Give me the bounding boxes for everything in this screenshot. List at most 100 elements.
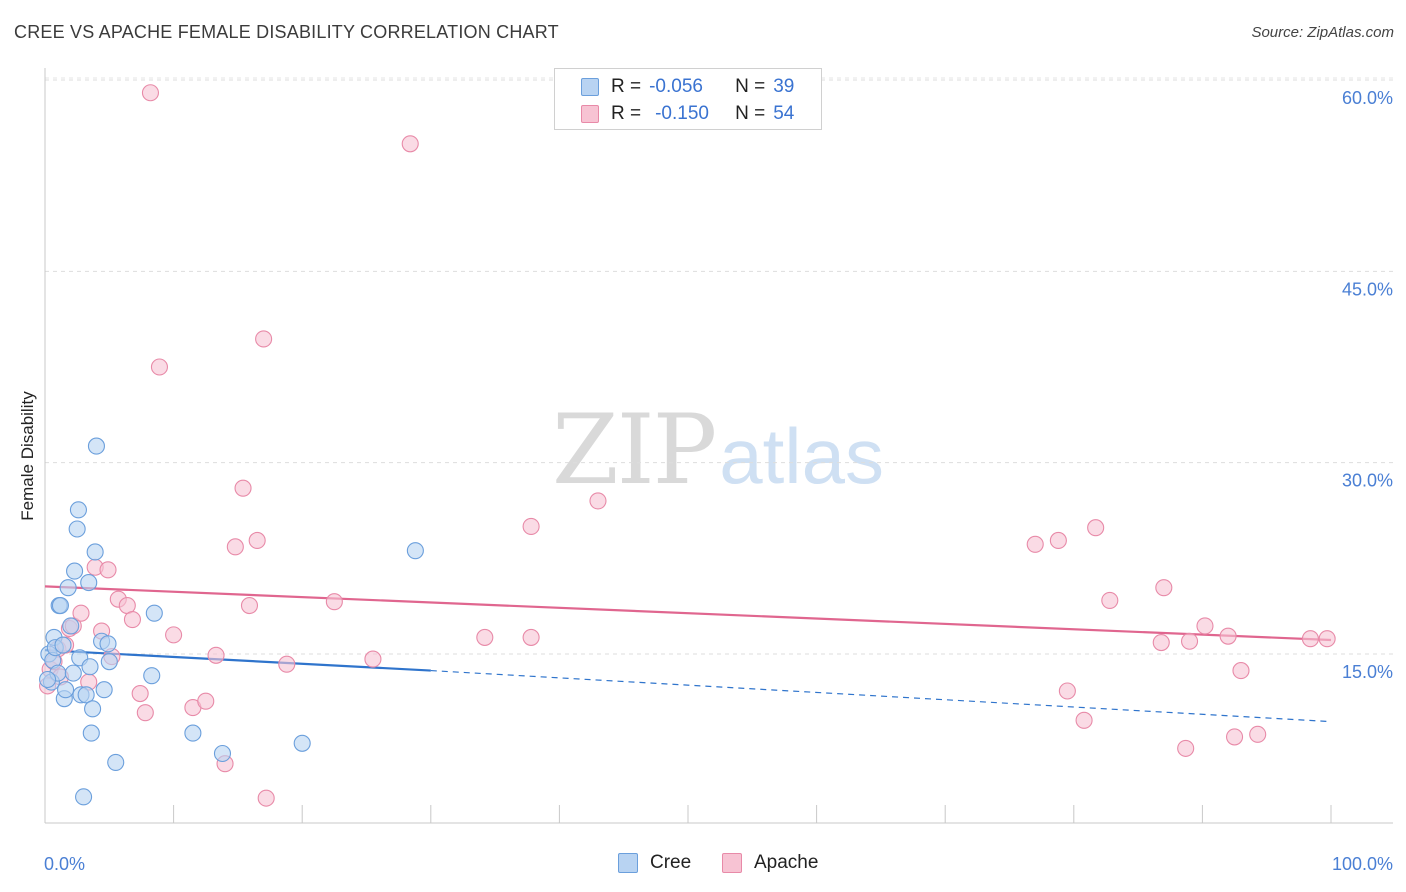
cree-swatch	[581, 78, 599, 96]
cree-point	[86, 543, 104, 561]
cree-point	[293, 734, 311, 752]
apache-point	[1196, 617, 1214, 635]
apache-point	[1177, 739, 1195, 757]
apache-r-label: R =	[611, 103, 642, 124]
y-tick-label: 30.0%	[1342, 471, 1393, 491]
cree-point	[100, 653, 118, 671]
apache-point	[197, 692, 215, 710]
apache-point	[234, 479, 252, 497]
legend-row-apache: R = -0.150 N = 54	[581, 102, 794, 126]
watermark-zip: ZIP	[552, 394, 717, 506]
apache-point	[1180, 632, 1199, 650]
apache-point	[165, 626, 183, 644]
apache-point	[141, 84, 160, 102]
cree-point	[213, 744, 232, 763]
cree-point	[95, 681, 113, 699]
apache-point	[1155, 579, 1173, 597]
cree-point	[69, 501, 87, 519]
cree-r-value: -0.056	[649, 76, 703, 97]
cree-point	[184, 724, 202, 742]
apache-points	[39, 84, 1336, 807]
apache-legend-swatch	[722, 853, 742, 873]
apache-point	[1318, 630, 1336, 648]
cree-point	[64, 664, 82, 682]
grid-layer	[45, 77, 1393, 655]
cree-point	[39, 670, 57, 689]
apache-r-value: -0.150	[655, 103, 709, 124]
cree-n-label: N =	[735, 76, 766, 97]
x-tick-label-max: 100.0%	[1332, 854, 1393, 874]
apache-point	[1232, 662, 1250, 680]
cree-point	[51, 596, 69, 615]
apache-point	[1219, 627, 1237, 645]
cree-point	[84, 700, 102, 718]
cree-point	[80, 574, 98, 592]
apache-point	[131, 684, 149, 703]
apache-n-label: N =	[735, 103, 766, 124]
y-tick-label: 15.0%	[1342, 662, 1393, 682]
tick-labels: 15.0% 30.0% 45.0% 60.0% 0.0% 100.0%	[44, 88, 1393, 874]
apache-point	[257, 789, 275, 807]
cree-point	[82, 724, 100, 742]
y-tick-label: 60.0%	[1342, 88, 1393, 108]
apache-point	[226, 538, 244, 556]
cree-n-value: 39	[773, 76, 795, 97]
apache-point	[248, 531, 266, 550]
apache-point	[1087, 519, 1105, 537]
apache-point	[240, 596, 259, 615]
y-tick-label: 45.0%	[1342, 279, 1393, 299]
chart-title: CREE VS APACHE FEMALE DISABILITY CORRELA…	[14, 22, 559, 42]
apache-point	[255, 330, 273, 348]
cree-point	[66, 562, 84, 580]
cree-points	[39, 437, 424, 806]
apache-point	[72, 604, 90, 622]
apache-point	[1226, 728, 1244, 746]
apache-point	[589, 492, 607, 510]
correlation-legend: R = -0.056 N = 39 R = -0.150 N = 54	[554, 68, 822, 130]
cree-point	[68, 520, 86, 538]
source-credit: Source: ZipAtlas.com	[1251, 24, 1394, 41]
bottom-legend-cree: Cree	[618, 852, 691, 874]
cree-r-label: R =	[611, 76, 642, 97]
cree-point	[59, 579, 77, 597]
apache-point	[476, 628, 494, 646]
cree-point	[406, 542, 424, 560]
apache-point	[1101, 591, 1119, 609]
apache-point	[123, 611, 141, 629]
cree-point	[62, 617, 80, 635]
apache-point	[325, 593, 343, 611]
apache-point	[1049, 531, 1067, 550]
apache-point	[364, 650, 382, 668]
apache-point	[1026, 535, 1044, 553]
apache-point	[278, 655, 296, 673]
watermark: ZIPatlas	[552, 402, 884, 499]
apache-legend-label: Apache	[754, 852, 819, 873]
apache-point	[1249, 725, 1267, 743]
apache-trend-line	[44, 585, 1332, 642]
apache-point	[207, 646, 225, 664]
apache-swatch	[581, 105, 599, 123]
apache-point	[136, 704, 154, 722]
cree-point	[145, 604, 163, 622]
apache-point	[1301, 630, 1319, 648]
apache-point	[150, 358, 169, 376]
cree-point	[143, 667, 161, 685]
cree-legend-swatch	[618, 853, 638, 873]
cree-point	[87, 437, 105, 455]
legend-row-cree: R = -0.056 N = 39	[581, 75, 794, 99]
cree-point	[107, 753, 125, 771]
apache-point	[1075, 711, 1093, 729]
bottom-legend-apache: Apache	[722, 852, 818, 874]
cree-trend-extension	[430, 669, 1332, 723]
apache-point	[522, 628, 540, 646]
apache-point	[522, 517, 540, 535]
cree-point	[75, 788, 93, 806]
apache-point	[401, 135, 419, 153]
cree-legend-label: Cree	[650, 852, 692, 873]
apache-point	[99, 561, 117, 579]
cree-point	[77, 686, 95, 704]
cree-point	[57, 681, 75, 699]
apache-point	[1058, 682, 1076, 700]
apache-n-value: 54	[773, 103, 795, 124]
